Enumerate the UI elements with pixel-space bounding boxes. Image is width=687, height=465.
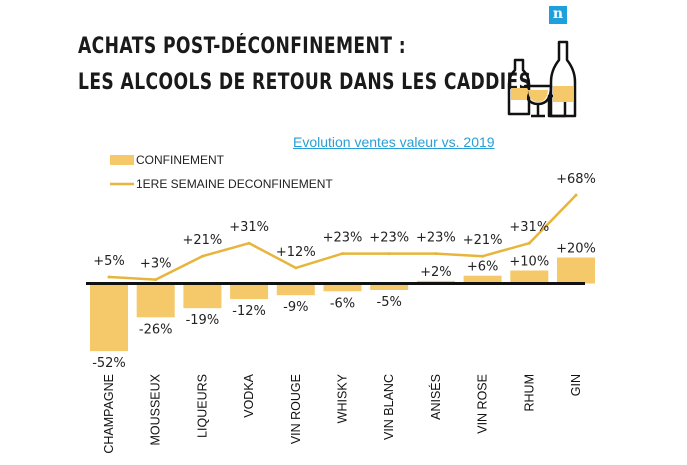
category-label: LIQUEURS: [195, 374, 209, 438]
category-label: GIN: [569, 374, 583, 396]
line-value-label: +23%: [369, 231, 409, 246]
line-value-label: +21%: [463, 233, 503, 248]
line-value-label: +23%: [323, 231, 363, 246]
bottles-icon: [507, 40, 577, 118]
bar-liqueurs: [183, 283, 222, 309]
bar-value-label: -19%: [186, 313, 220, 328]
bar-value-label: -5%: [377, 295, 402, 310]
bar-vin-rose: [463, 275, 502, 284]
legend-bar-swatch: [110, 155, 134, 165]
category-label: VIN ROUGE: [289, 374, 303, 444]
line-point: [154, 278, 158, 282]
bar-whisky: [323, 283, 362, 292]
line-value-label: +68%: [556, 172, 596, 187]
legend-label-confinement: CONFINEMENT: [136, 153, 225, 167]
bar-value-label: +6%: [467, 260, 499, 275]
category-label: MOUSSEUX: [149, 373, 163, 445]
line-value-label: +3%: [140, 257, 172, 272]
line-point: [247, 241, 251, 245]
bar-value-label: -52%: [92, 356, 126, 371]
line-point: [481, 254, 485, 258]
category-label: CHAMPAGNE: [102, 374, 116, 454]
category-label: RHUM: [522, 374, 536, 412]
legend-label-deconfinement: 1ERE SEMAINE DECONFINEMENT: [136, 177, 333, 191]
line-value-label: +23%: [416, 231, 456, 246]
bar-mousseux: [136, 283, 175, 318]
line-point: [200, 254, 204, 258]
chart-subtitle: Evolution ventes valeur vs. 2019: [293, 134, 495, 150]
bar-gin: [557, 257, 595, 284]
category-label: VIN ROSE: [476, 374, 490, 434]
bar-vin-blanc: [370, 283, 409, 290]
line-point: [341, 252, 344, 256]
bar-value-label: -12%: [232, 304, 266, 319]
line-point: [527, 241, 531, 245]
bar-value-label: -9%: [283, 300, 308, 315]
brand-logo: n: [549, 6, 567, 24]
bar-vodka: [230, 283, 269, 300]
bar-value-label: +2%: [420, 265, 452, 280]
line-point: [107, 275, 111, 279]
line-point: [387, 252, 391, 256]
bar-value-label: +20%: [556, 242, 596, 257]
bar-vin-rouge: [276, 283, 315, 296]
line-point: [434, 252, 438, 256]
bar-value-label: +10%: [509, 255, 549, 270]
category-label: VODKA: [242, 373, 256, 417]
category-label: VIN BLANC: [382, 374, 396, 440]
category-label: ANISÉS: [428, 374, 443, 420]
category-label: WHISKY: [336, 373, 350, 423]
bar-rhum: [510, 270, 549, 284]
line-point: [294, 266, 298, 270]
line-point: [574, 193, 578, 197]
line-value-label: +31%: [509, 220, 549, 235]
bar-value-label: -6%: [330, 296, 355, 311]
bar-champagne: [90, 283, 128, 352]
bar-value-label: -26%: [139, 322, 173, 337]
chart-title-line-1: ACHATS POST-DÉCONFINEMENT :: [78, 34, 406, 59]
line-value-label: +12%: [276, 245, 316, 260]
line-value-label: +31%: [229, 220, 269, 235]
line-value-label: +21%: [183, 233, 223, 248]
line-value-label: +5%: [93, 254, 125, 269]
chart-title-line-2: LES ALCOOLS DE RETOUR DANS LES CADDIES: [78, 70, 532, 95]
